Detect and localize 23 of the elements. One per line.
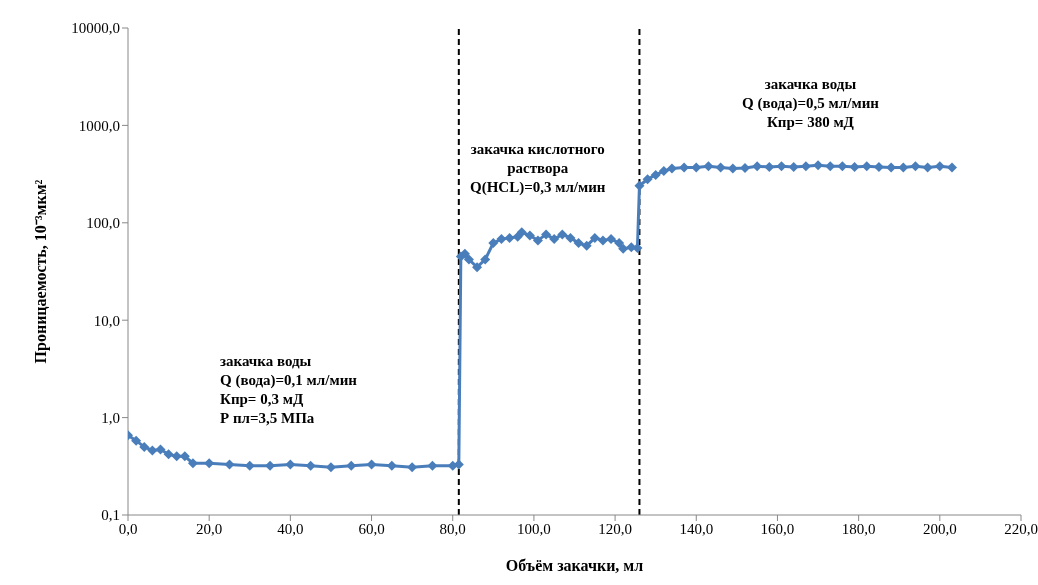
- x-tick-label: 140,0: [679, 520, 714, 537]
- x-tick-label: 160,0: [760, 520, 795, 537]
- x-tick-label: 220,0: [1004, 520, 1038, 537]
- x-tick-label: 20,0: [196, 520, 223, 537]
- y-tick-label: 1,0: [101, 409, 120, 426]
- y-tick-label: 10,0: [93, 312, 120, 329]
- x-tick-label: 100,0: [517, 520, 551, 537]
- y-axis-title: Проницаемость, 10⁻³мкм²: [31, 179, 50, 364]
- y-tick-label: 100,0: [86, 215, 120, 232]
- x-tick-label: 80,0: [439, 520, 466, 537]
- annotation: закачка воды Q (вода)=0,1 мл/мин Кпр= 0,3 мД Р пл=3,5 МПа: [220, 352, 357, 428]
- x-tick-label: 0,0: [118, 520, 138, 537]
- x-tick-label: 200,0: [922, 520, 957, 537]
- y-tick-label: 1000,0: [78, 117, 120, 134]
- y-tick-label: 10000,0: [71, 20, 120, 37]
- x-tick-label: 180,0: [841, 520, 876, 537]
- x-tick-label: 120,0: [598, 520, 632, 537]
- y-tick-label: 0,1: [101, 507, 120, 524]
- annotation: закачка воды Q (вода)=0,5 мл/мин Кпр= 380 мД: [742, 75, 879, 132]
- x-tick-label: 40,0: [277, 520, 304, 537]
- annotation: закачка кислотного раствора Q(HCL)=0,3 мл/мин: [470, 140, 606, 197]
- x-tick-label: 60,0: [358, 520, 385, 537]
- x-axis-title: Объём закачки, мл: [505, 557, 644, 574]
